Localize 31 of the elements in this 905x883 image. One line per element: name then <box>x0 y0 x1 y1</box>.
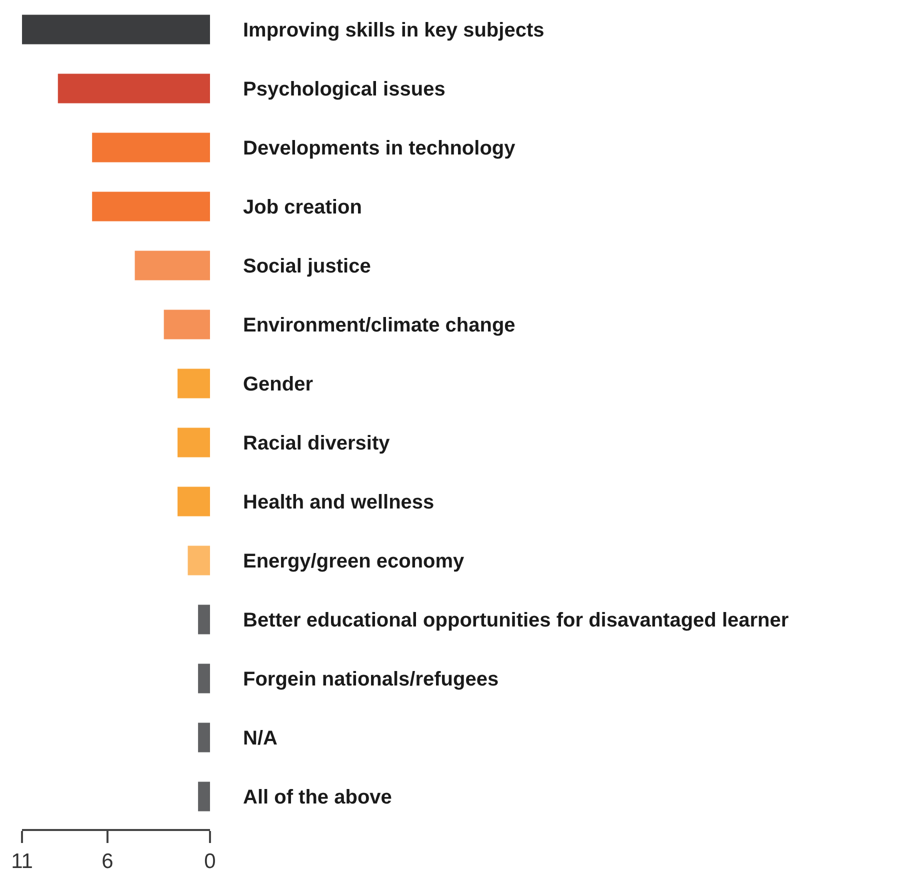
y-tick-label: Developments in technology <box>243 138 516 160</box>
bar <box>178 368 210 398</box>
y-tick-label: Energy/green economy <box>243 550 466 573</box>
y-tick-label: Forgein nationals/refugees <box>243 668 499 691</box>
bar <box>178 428 210 458</box>
bar <box>92 192 210 222</box>
y-tick-label: Improving skills in key subjects <box>243 20 544 42</box>
bar <box>178 486 210 516</box>
x-tick-label: 6 <box>102 850 114 873</box>
bar <box>134 250 210 280</box>
y-tick-label: Social justice <box>243 256 371 278</box>
bar <box>58 74 210 104</box>
y-tick-label: Racial diversity <box>243 432 391 455</box>
y-tick-label: Better educational opportunities for disavantaged learner <box>243 610 789 632</box>
bar <box>22 14 210 44</box>
y-tick-label: Psychological issues <box>243 78 446 101</box>
bar <box>164 310 210 340</box>
y-tick-label: Health and wellness <box>243 492 434 514</box>
bar <box>92 132 210 162</box>
x-tick-label: 0 <box>204 850 216 873</box>
y-tick-label: Gender <box>243 374 314 396</box>
y-tick-label: All of the above <box>243 786 392 809</box>
y-tick-label: Environment/climate change <box>243 314 516 337</box>
y-tick-label: N/A <box>243 728 278 750</box>
bar <box>198 722 210 752</box>
y-tick-label: Job creation <box>243 196 362 219</box>
bar <box>188 546 210 576</box>
bar <box>198 664 210 694</box>
x-tick-label: 11 <box>11 850 33 873</box>
bar <box>198 782 210 812</box>
bar <box>198 604 210 634</box>
